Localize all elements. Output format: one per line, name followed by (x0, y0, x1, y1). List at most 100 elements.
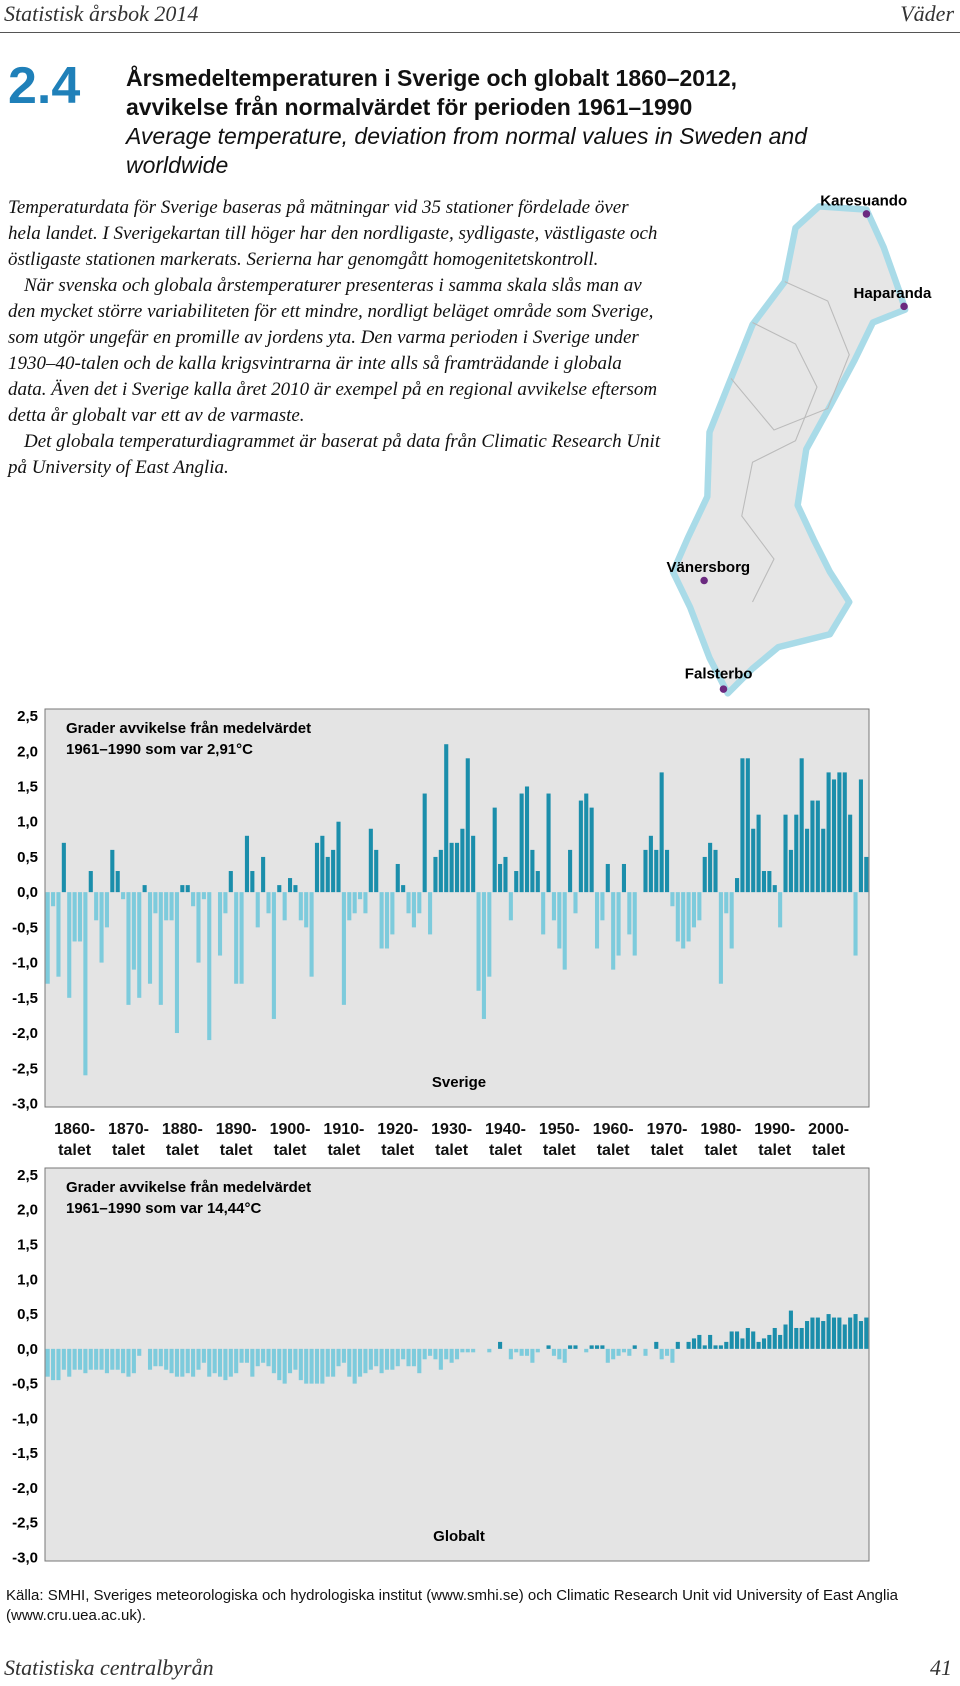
bar (384, 892, 390, 949)
bar (837, 1317, 842, 1349)
bar (67, 1348, 72, 1377)
bar (67, 892, 72, 998)
annotation: 1961–1990 som var 14,44°C (66, 1200, 261, 1217)
bar (368, 1348, 373, 1370)
x-tick-label: 1950-talet (538, 1121, 580, 1159)
bar (449, 842, 454, 893)
bar (783, 1324, 788, 1349)
bar (756, 1341, 761, 1349)
bar (778, 892, 783, 928)
bar (594, 892, 600, 949)
bar (729, 1331, 734, 1349)
bar (611, 892, 616, 970)
bar (810, 1317, 815, 1349)
bar (384, 1348, 390, 1370)
bar (519, 1348, 524, 1356)
bar (573, 1345, 578, 1349)
y-tick-label: -1,5 (12, 1445, 38, 1462)
bar (325, 1348, 330, 1377)
bar (557, 1348, 562, 1360)
title-en: Average temperature, deviation from norm… (126, 123, 808, 178)
bar (45, 1348, 50, 1377)
bar (476, 892, 481, 991)
y-tick-label: 2,5 (17, 708, 38, 725)
bar (304, 892, 309, 928)
x-tick-label: 1870-talet (108, 1121, 149, 1159)
y-tick-label: 0,5 (17, 1306, 38, 1323)
bar (266, 892, 271, 914)
bar (697, 892, 702, 921)
bar (654, 1341, 659, 1349)
bar (853, 892, 858, 956)
x-tick-label: 1980-talet (700, 1121, 742, 1159)
station-dot (862, 210, 871, 218)
bar (239, 1348, 244, 1363)
bar (724, 892, 729, 914)
bar (401, 885, 406, 893)
bar (605, 1348, 610, 1363)
y-tick-label: 0,5 (17, 849, 38, 866)
header-left: Statistisk årsbok 2014 (4, 1, 199, 26)
bar (196, 892, 201, 963)
bar (390, 1348, 395, 1370)
bar (858, 1321, 863, 1349)
bar (358, 892, 363, 900)
bar (169, 1348, 174, 1374)
map-border (730, 281, 850, 431)
bar (137, 1348, 142, 1356)
station-dot (700, 576, 708, 585)
bar (374, 1348, 379, 1367)
bar (735, 878, 740, 893)
x-tick-label: 1910-talet (323, 1121, 365, 1159)
bar (121, 1348, 126, 1374)
bar (191, 892, 196, 907)
bar (632, 892, 637, 956)
bar (821, 1321, 826, 1349)
bar (589, 807, 594, 893)
x-tick-label: 1990-talet (754, 1121, 796, 1159)
bar (584, 793, 589, 893)
bar (794, 814, 799, 893)
bar (805, 1321, 810, 1349)
y-tick-label: 2,0 (17, 1202, 38, 1219)
x-tick-label: 1970-talet (646, 1121, 688, 1159)
bar (605, 863, 610, 893)
bar (228, 1348, 233, 1377)
bar (616, 892, 621, 956)
bar (492, 807, 497, 893)
bar (584, 1348, 589, 1353)
bar (524, 1348, 530, 1356)
header-right: Väder (900, 1, 954, 26)
bar (401, 1348, 406, 1360)
bar (331, 849, 336, 893)
footer-right: 41 (930, 1655, 952, 1680)
bar (686, 1341, 691, 1349)
title-sv: avvikelse från normalvärdet för perioden… (126, 94, 693, 120)
bar (271, 1348, 276, 1374)
y-tick-label: 0,0 (17, 1341, 38, 1358)
bar (498, 1341, 503, 1349)
bar (428, 892, 433, 935)
bar (745, 1327, 750, 1349)
station-label: Vänersborg (667, 559, 751, 576)
body-text: Temperaturdata för Sverige baseras på mä… (8, 195, 663, 481)
bar (185, 885, 190, 893)
bar (83, 1348, 88, 1374)
bar (336, 821, 341, 893)
bar (627, 1348, 632, 1356)
bar (126, 1348, 131, 1377)
bar (600, 1345, 605, 1349)
bar (212, 1348, 217, 1374)
bar (772, 885, 777, 893)
bar (697, 1334, 702, 1349)
bar (239, 892, 244, 984)
bar (51, 892, 56, 907)
bar (621, 1348, 627, 1353)
map-shape (669, 203, 909, 697)
bar (589, 1345, 594, 1349)
bar (767, 871, 772, 893)
bar (740, 758, 745, 893)
bar (137, 892, 142, 998)
bar (347, 1348, 352, 1377)
